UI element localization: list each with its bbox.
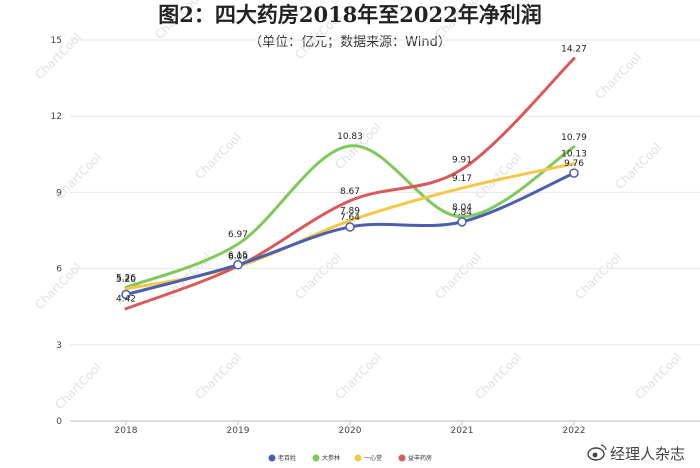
x-tick-label: 2021 — [451, 426, 474, 436]
legend-item[interactable]: 益丰药房 — [398, 454, 433, 462]
x-tick-label: 2018 — [115, 426, 138, 436]
chart-subtitle: （单位：亿元；数据来源：Wind） — [249, 35, 451, 50]
series-layer — [121, 57, 579, 311]
y-tick-label: 3 — [56, 341, 62, 351]
watermark-text: ChartCool — [472, 350, 524, 402]
series-line-4 — [124, 57, 576, 311]
data-label: 7.89 — [340, 207, 360, 217]
y-tick-label: 15 — [51, 36, 62, 46]
x-axis: 2018 2019 2020 2021 2022 — [115, 421, 586, 436]
brand-text: 经理人杂志 — [610, 445, 685, 463]
data-label: 9.91 — [452, 155, 472, 165]
brand-mark: 经理人杂志 — [587, 444, 685, 463]
data-label: 10.79 — [561, 133, 587, 143]
legend-label: 益丰药房 — [408, 454, 432, 462]
legend-marker — [312, 454, 320, 462]
data-point — [345, 222, 355, 232]
legend-item[interactable]: 一心堂 — [354, 454, 383, 462]
data-label: 14.27 — [561, 45, 587, 55]
y-tick-label: 12 — [51, 112, 62, 122]
watermark-text: ChartCool — [572, 250, 624, 302]
legend-marker — [354, 454, 362, 462]
data-point — [121, 289, 131, 300]
data-label: 4.42 — [116, 295, 136, 305]
grid-lines — [70, 39, 700, 422]
x-tick-label: 2020 — [339, 426, 362, 436]
y-tick-label: 9 — [56, 188, 62, 198]
data-label: 7.64 — [340, 213, 360, 223]
data-point — [457, 217, 467, 227]
data-label: 8.04 — [452, 203, 472, 213]
data-label: 6.09 — [228, 252, 248, 262]
legend-label: 一心堂 — [364, 454, 382, 462]
legend-label: 老百姓 — [278, 454, 296, 462]
y-axis: 0 3 6 9 12 15 — [51, 36, 63, 427]
watermark-text: ChartCool — [332, 350, 384, 402]
x-tick-label: 2022 — [563, 426, 586, 436]
watermark-text: ChartCool — [292, 250, 344, 302]
legend-item[interactable]: 老百姓 — [268, 454, 297, 462]
data-label: 5.20 — [116, 275, 136, 285]
legend-label: 大参林 — [322, 454, 340, 462]
data-label: 9.76 — [564, 159, 584, 169]
legend-marker — [398, 454, 406, 462]
y-tick-label: 0 — [56, 417, 62, 427]
watermark-text: ChartCool — [192, 130, 244, 182]
watermark-text: ChartCool — [52, 360, 104, 412]
watermark-text: ChartCool — [592, 50, 644, 102]
weibo-icon — [587, 444, 607, 461]
chart-title: 图2：四大药房2018年至2022年净利润 — [158, 2, 542, 27]
data-point — [233, 260, 243, 270]
data-label: 7.84 — [452, 208, 472, 218]
x-tick-label: 2019 — [227, 426, 250, 436]
legend-item[interactable]: 大参林 — [312, 454, 341, 462]
legend[interactable]: 老百姓 大参林 一心堂 益丰药房 — [268, 454, 433, 462]
watermark-text: ChartCool — [192, 350, 244, 402]
watermark-text: ChartCool — [612, 140, 664, 192]
data-label: 10.13 — [561, 150, 587, 160]
data-label-layer: 5.26 6.97 10.83 8.04 10.79 5.20 6.09 7.89 9.17 10… — [116, 45, 587, 305]
data-label: 9.17 — [452, 174, 472, 184]
series-line-2 — [124, 144, 576, 289]
y-tick-label: 6 — [56, 265, 62, 275]
watermark-text: ChartCool — [632, 350, 684, 402]
data-label: 6.15 — [228, 251, 248, 261]
data-label: 6.97 — [228, 230, 248, 240]
data-label: 5.26 — [116, 273, 136, 283]
data-point — [569, 168, 579, 178]
data-label: 10.83 — [337, 132, 363, 142]
data-label: 8.67 — [340, 187, 360, 197]
legend-marker — [268, 454, 276, 462]
watermark-text: ChartCool — [432, 250, 484, 302]
